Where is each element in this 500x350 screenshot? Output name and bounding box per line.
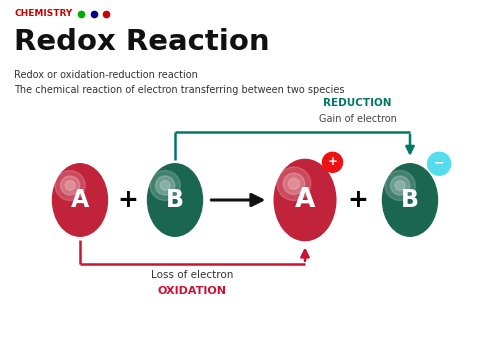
Text: A: A bbox=[295, 187, 315, 213]
Text: B: B bbox=[166, 188, 184, 212]
Ellipse shape bbox=[65, 181, 75, 190]
Ellipse shape bbox=[52, 164, 108, 236]
Text: B: B bbox=[401, 188, 419, 212]
Ellipse shape bbox=[148, 164, 203, 236]
Text: Loss of electron: Loss of electron bbox=[152, 270, 234, 280]
Ellipse shape bbox=[390, 176, 409, 195]
Ellipse shape bbox=[156, 176, 174, 195]
Ellipse shape bbox=[395, 181, 405, 190]
Text: A: A bbox=[71, 188, 89, 212]
Text: Redox Reaction: Redox Reaction bbox=[14, 28, 270, 56]
Text: CHEMISTRY: CHEMISTRY bbox=[14, 9, 72, 19]
Text: +: + bbox=[347, 188, 368, 212]
Circle shape bbox=[322, 152, 342, 172]
Ellipse shape bbox=[283, 173, 304, 194]
Text: Redox or oxidation-reduction reaction: Redox or oxidation-reduction reaction bbox=[14, 70, 198, 80]
Text: REDUCTION: REDUCTION bbox=[323, 98, 392, 107]
Text: OXIDATION: OXIDATION bbox=[158, 286, 227, 296]
Text: Gain of electron: Gain of electron bbox=[318, 114, 396, 124]
Ellipse shape bbox=[382, 164, 438, 236]
Circle shape bbox=[428, 152, 450, 175]
Ellipse shape bbox=[55, 170, 85, 201]
Text: −: − bbox=[434, 157, 444, 170]
Text: +: + bbox=[117, 188, 138, 212]
Ellipse shape bbox=[150, 170, 180, 201]
Ellipse shape bbox=[60, 176, 80, 195]
Ellipse shape bbox=[288, 178, 300, 189]
Text: +: + bbox=[328, 155, 338, 168]
Ellipse shape bbox=[277, 167, 311, 201]
Text: The chemical reaction of electron transferring between two species: The chemical reaction of electron transf… bbox=[14, 85, 344, 95]
Ellipse shape bbox=[385, 170, 415, 201]
Ellipse shape bbox=[160, 181, 170, 190]
Ellipse shape bbox=[274, 159, 336, 240]
